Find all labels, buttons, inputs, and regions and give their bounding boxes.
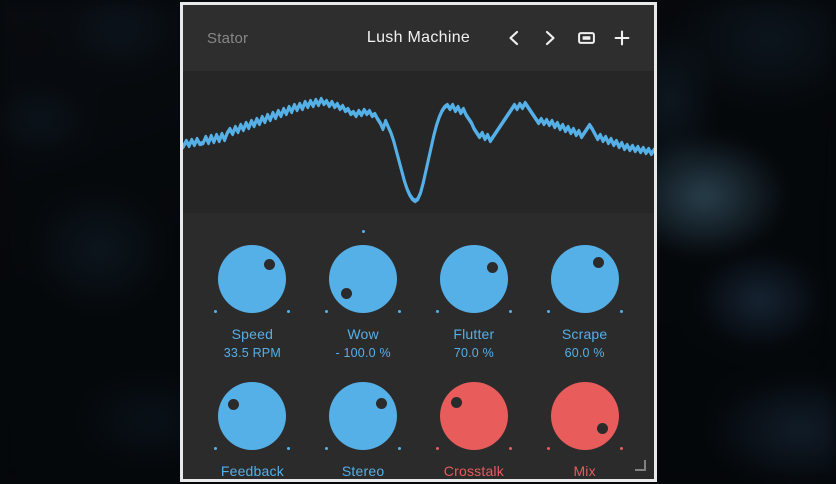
wow-knob-value: - 100.0 % xyxy=(335,346,391,360)
wow-knob-center-detent-dot xyxy=(361,230,365,233)
feedback-knob-body xyxy=(218,382,287,450)
preset-browser-button[interactable] xyxy=(576,28,596,48)
wow-knob-range-tick xyxy=(398,310,402,313)
vendor-name: Stator xyxy=(207,29,249,47)
flutter-knob-value: 70.0 % xyxy=(453,346,494,360)
stereo-knob[interactable] xyxy=(325,378,402,454)
mix-knob-range-tick xyxy=(546,447,550,450)
corner-resize-handle-bottom-right[interactable] xyxy=(635,460,646,471)
prev-preset-button[interactable] xyxy=(504,28,524,48)
feedback-knob-pointer xyxy=(228,398,240,410)
scrape-knob-cell: Scrape 60.0 % xyxy=(533,229,637,360)
flutter-knob[interactable] xyxy=(435,241,512,317)
knob-area: Speed 33.5 RPM Wow - 100.0 % Flutter 70.0 % Sc… xyxy=(183,213,654,479)
add-preset-button[interactable] xyxy=(612,28,632,48)
speed-knob-cell: Speed 33.5 RPM xyxy=(200,229,304,360)
crosstalk-knob-cell: Crosstalk30.5 % xyxy=(422,366,526,479)
mix-knob-pointer xyxy=(597,423,609,435)
crosstalk-knob-body xyxy=(439,382,508,450)
stereo-knob-body xyxy=(329,382,398,450)
mix-knob[interactable] xyxy=(546,378,623,454)
chevron-right-icon xyxy=(543,30,557,46)
stereo-knob-cell: Stereo55.0 % xyxy=(311,366,415,479)
mix-knob-cell: Mix100.0 % xyxy=(533,366,637,479)
crosstalk-knob-pointer xyxy=(451,396,463,408)
flutter-knob-label: Flutter xyxy=(453,326,495,342)
wow-knob-range-tick xyxy=(325,310,329,313)
rectangle-icon xyxy=(577,31,595,45)
header-actions xyxy=(504,28,632,48)
speed-knob[interactable] xyxy=(214,241,291,317)
plugin-header: Stator Lush Machine xyxy=(183,5,654,71)
plugin-window: Stator Lush Machine xyxy=(180,2,657,482)
stereo-knob-label: Stereo xyxy=(341,463,385,479)
knob-row-1: Speed 33.5 RPM Wow - 100.0 % Flutter 70.0 % Sc… xyxy=(197,229,640,360)
feedback-knob-cell: Feedback10.5 % xyxy=(200,366,304,479)
speed-knob-pointer xyxy=(263,259,275,271)
wow-knob-body xyxy=(329,245,398,313)
crosstalk-knob-range-tick xyxy=(508,447,512,450)
feedback-knob-range-tick xyxy=(287,447,291,450)
flutter-knob-range-tick xyxy=(508,310,512,313)
crosstalk-knob-label: Crosstalk xyxy=(443,463,504,479)
plus-icon xyxy=(614,30,630,46)
wow-knob-cell: Wow - 100.0 % xyxy=(311,229,415,360)
mix-knob-body xyxy=(550,382,619,450)
scrape-knob-range-tick xyxy=(546,310,550,313)
mix-knob-range-tick xyxy=(619,447,623,450)
modulation-waveform-display xyxy=(183,96,654,204)
speed-knob-body xyxy=(218,245,287,313)
speed-knob-range-tick xyxy=(214,310,218,313)
speed-knob-range-tick xyxy=(287,310,291,313)
knob-row-2: Feedback10.5 %Stereo55.0 %Crosstalk30.5 … xyxy=(197,366,640,479)
flutter-knob-body xyxy=(439,245,508,313)
wow-knob-pointer xyxy=(340,287,352,299)
crosstalk-knob[interactable] xyxy=(435,378,512,454)
feedback-knob-range-tick xyxy=(214,447,218,450)
stereo-knob-range-tick xyxy=(398,447,402,450)
feedback-knob[interactable] xyxy=(214,378,291,454)
chevron-left-icon xyxy=(507,30,521,46)
stereo-knob-pointer xyxy=(375,397,387,409)
feedback-knob-label: Feedback xyxy=(220,463,284,479)
scrape-knob-value: 60.0 % xyxy=(564,346,605,360)
flutter-knob-pointer xyxy=(487,261,499,273)
scrape-knob-range-tick xyxy=(619,310,623,313)
next-preset-button[interactable] xyxy=(540,28,560,48)
scrape-knob-pointer xyxy=(593,256,605,268)
wow-knob[interactable] xyxy=(325,230,402,317)
waveform-panel xyxy=(183,71,654,213)
scrape-knob-label: Scrape xyxy=(561,326,608,342)
speed-knob-label: Speed xyxy=(231,326,274,342)
speed-knob-value: 33.5 RPM xyxy=(223,346,281,360)
wow-knob-label: Wow xyxy=(347,326,379,342)
stereo-knob-range-tick xyxy=(325,447,329,450)
flutter-knob-cell: Flutter 70.0 % xyxy=(422,229,526,360)
crosstalk-knob-range-tick xyxy=(435,447,439,450)
scrape-knob-body xyxy=(550,245,619,313)
mix-knob-label: Mix xyxy=(573,463,596,479)
flutter-knob-range-tick xyxy=(435,310,439,313)
scrape-knob[interactable] xyxy=(546,241,623,317)
